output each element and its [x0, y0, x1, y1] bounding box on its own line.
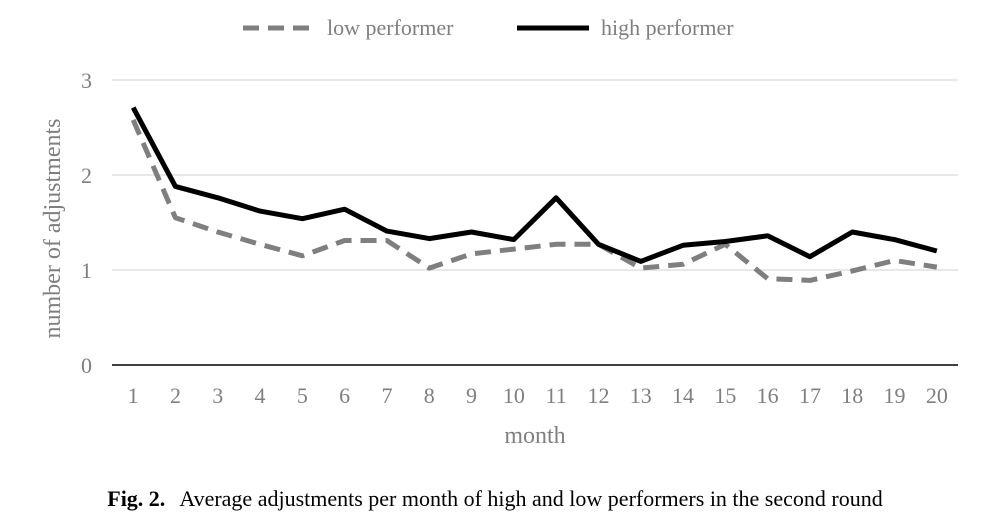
x-tick-label: 18 [841, 383, 863, 408]
legend-label: low performer [327, 15, 454, 40]
x-tick-label: 13 [630, 383, 652, 408]
x-tick-label: 17 [799, 383, 821, 408]
y-tick-label: 0 [81, 353, 92, 378]
x-tick-label: 1 [128, 383, 139, 408]
x-tick-label: 10 [503, 383, 525, 408]
caption-label: Fig. 2. [107, 486, 166, 511]
gridlines [112, 79, 958, 271]
x-tick-label: 9 [466, 383, 477, 408]
y-axis-title: number of adjustments [40, 119, 66, 339]
y-tick-label: 3 [81, 68, 92, 93]
x-tick-label: 19 [884, 383, 906, 408]
legend-label: high performer [601, 15, 734, 40]
figure-caption: Fig. 2. Average adjustments per month of … [0, 486, 990, 512]
x-tick-label: 5 [297, 383, 308, 408]
x-tick-label: 14 [672, 383, 694, 408]
x-tick-label: 16 [757, 383, 779, 408]
x-tick-label: 12 [587, 383, 609, 408]
caption-text: Average adjustments per month of high an… [179, 486, 883, 511]
x-tick-label: 2 [170, 383, 181, 408]
x-tick-label: 6 [339, 383, 350, 408]
x-tick-label: 7 [381, 383, 392, 408]
y-tick-label: 1 [81, 258, 92, 283]
x-tick-label: 15 [714, 383, 736, 408]
series-line-high-performer [130, 106, 938, 264]
x-tick-label: 4 [255, 383, 266, 408]
series-line-low-performer [130, 118, 938, 283]
legend: low performer high performer [243, 15, 734, 40]
y-tick-label: 2 [81, 163, 92, 188]
x-tick-label: 3 [212, 383, 223, 408]
x-tick-label: 20 [926, 383, 948, 408]
x-tick-label: 8 [424, 383, 435, 408]
x-tick-labels: 1 2 3 4 5 6 7 8 9 10 11 12 13 14 15 16 17 18 19 20 [128, 383, 948, 408]
y-tick-labels: 0 1 2 3 [81, 68, 92, 378]
series-lines [130, 106, 938, 283]
x-axis-title: month [504, 423, 565, 449]
x-tick-label: 11 [546, 383, 567, 408]
